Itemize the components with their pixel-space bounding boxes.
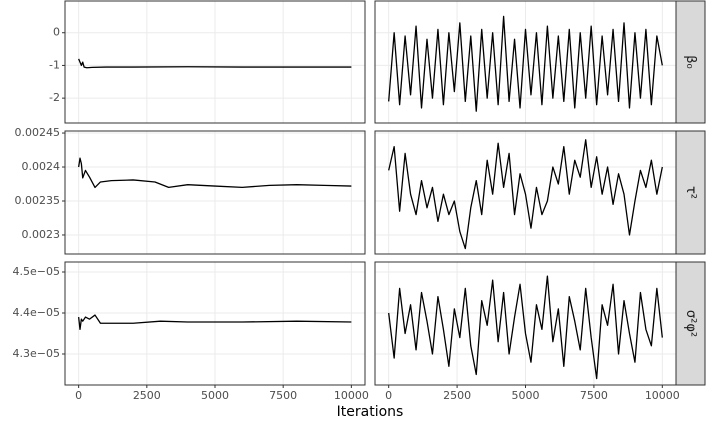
- y-tick-label: 0.0023: [22, 228, 61, 241]
- strip: [675, 0, 706, 124]
- x-tick-label: 5000: [512, 389, 540, 402]
- x-tick-label: 2500: [133, 389, 161, 402]
- strip: [675, 130, 706, 255]
- y-tick-label: 0: [53, 26, 60, 39]
- series-line: [77, 157, 352, 189]
- series-line: [388, 275, 663, 380]
- y-tick-label: 0.00235: [15, 194, 61, 207]
- strip: [675, 261, 706, 386]
- y-tick-label: -2: [49, 91, 60, 104]
- x-tick-label: 7500: [580, 389, 608, 402]
- y-tick-label: -1: [49, 58, 60, 71]
- x-tick-label: 10000: [334, 389, 369, 402]
- series-line: [388, 15, 663, 112]
- y-tick-label: 0.0024: [22, 160, 61, 173]
- series-line: [77, 314, 352, 331]
- x-axis-title: Iterations: [337, 404, 404, 420]
- y-tick-label: 4.4e−05: [13, 306, 60, 319]
- strip-label: β₀: [683, 55, 698, 69]
- panel-border: [64, 130, 366, 255]
- series-line: [388, 139, 663, 250]
- y-tick-label: 4.5e−05: [13, 265, 60, 278]
- y-tick-label: 0.00245: [15, 126, 61, 139]
- series-line: [78, 58, 352, 69]
- panel-border: [64, 0, 366, 124]
- y-tick-label: 4.3e−05: [13, 347, 60, 360]
- strip-label: σ²φ²: [683, 310, 698, 337]
- x-tick-label: 0: [385, 389, 392, 402]
- x-tick-label: 10000: [645, 389, 680, 402]
- x-tick-label: 2500: [443, 389, 471, 402]
- strip-label: τ²: [683, 186, 698, 199]
- x-tick-label: 7500: [269, 389, 297, 402]
- x-tick-label: 0: [75, 389, 82, 402]
- x-tick-label: 5000: [201, 389, 229, 402]
